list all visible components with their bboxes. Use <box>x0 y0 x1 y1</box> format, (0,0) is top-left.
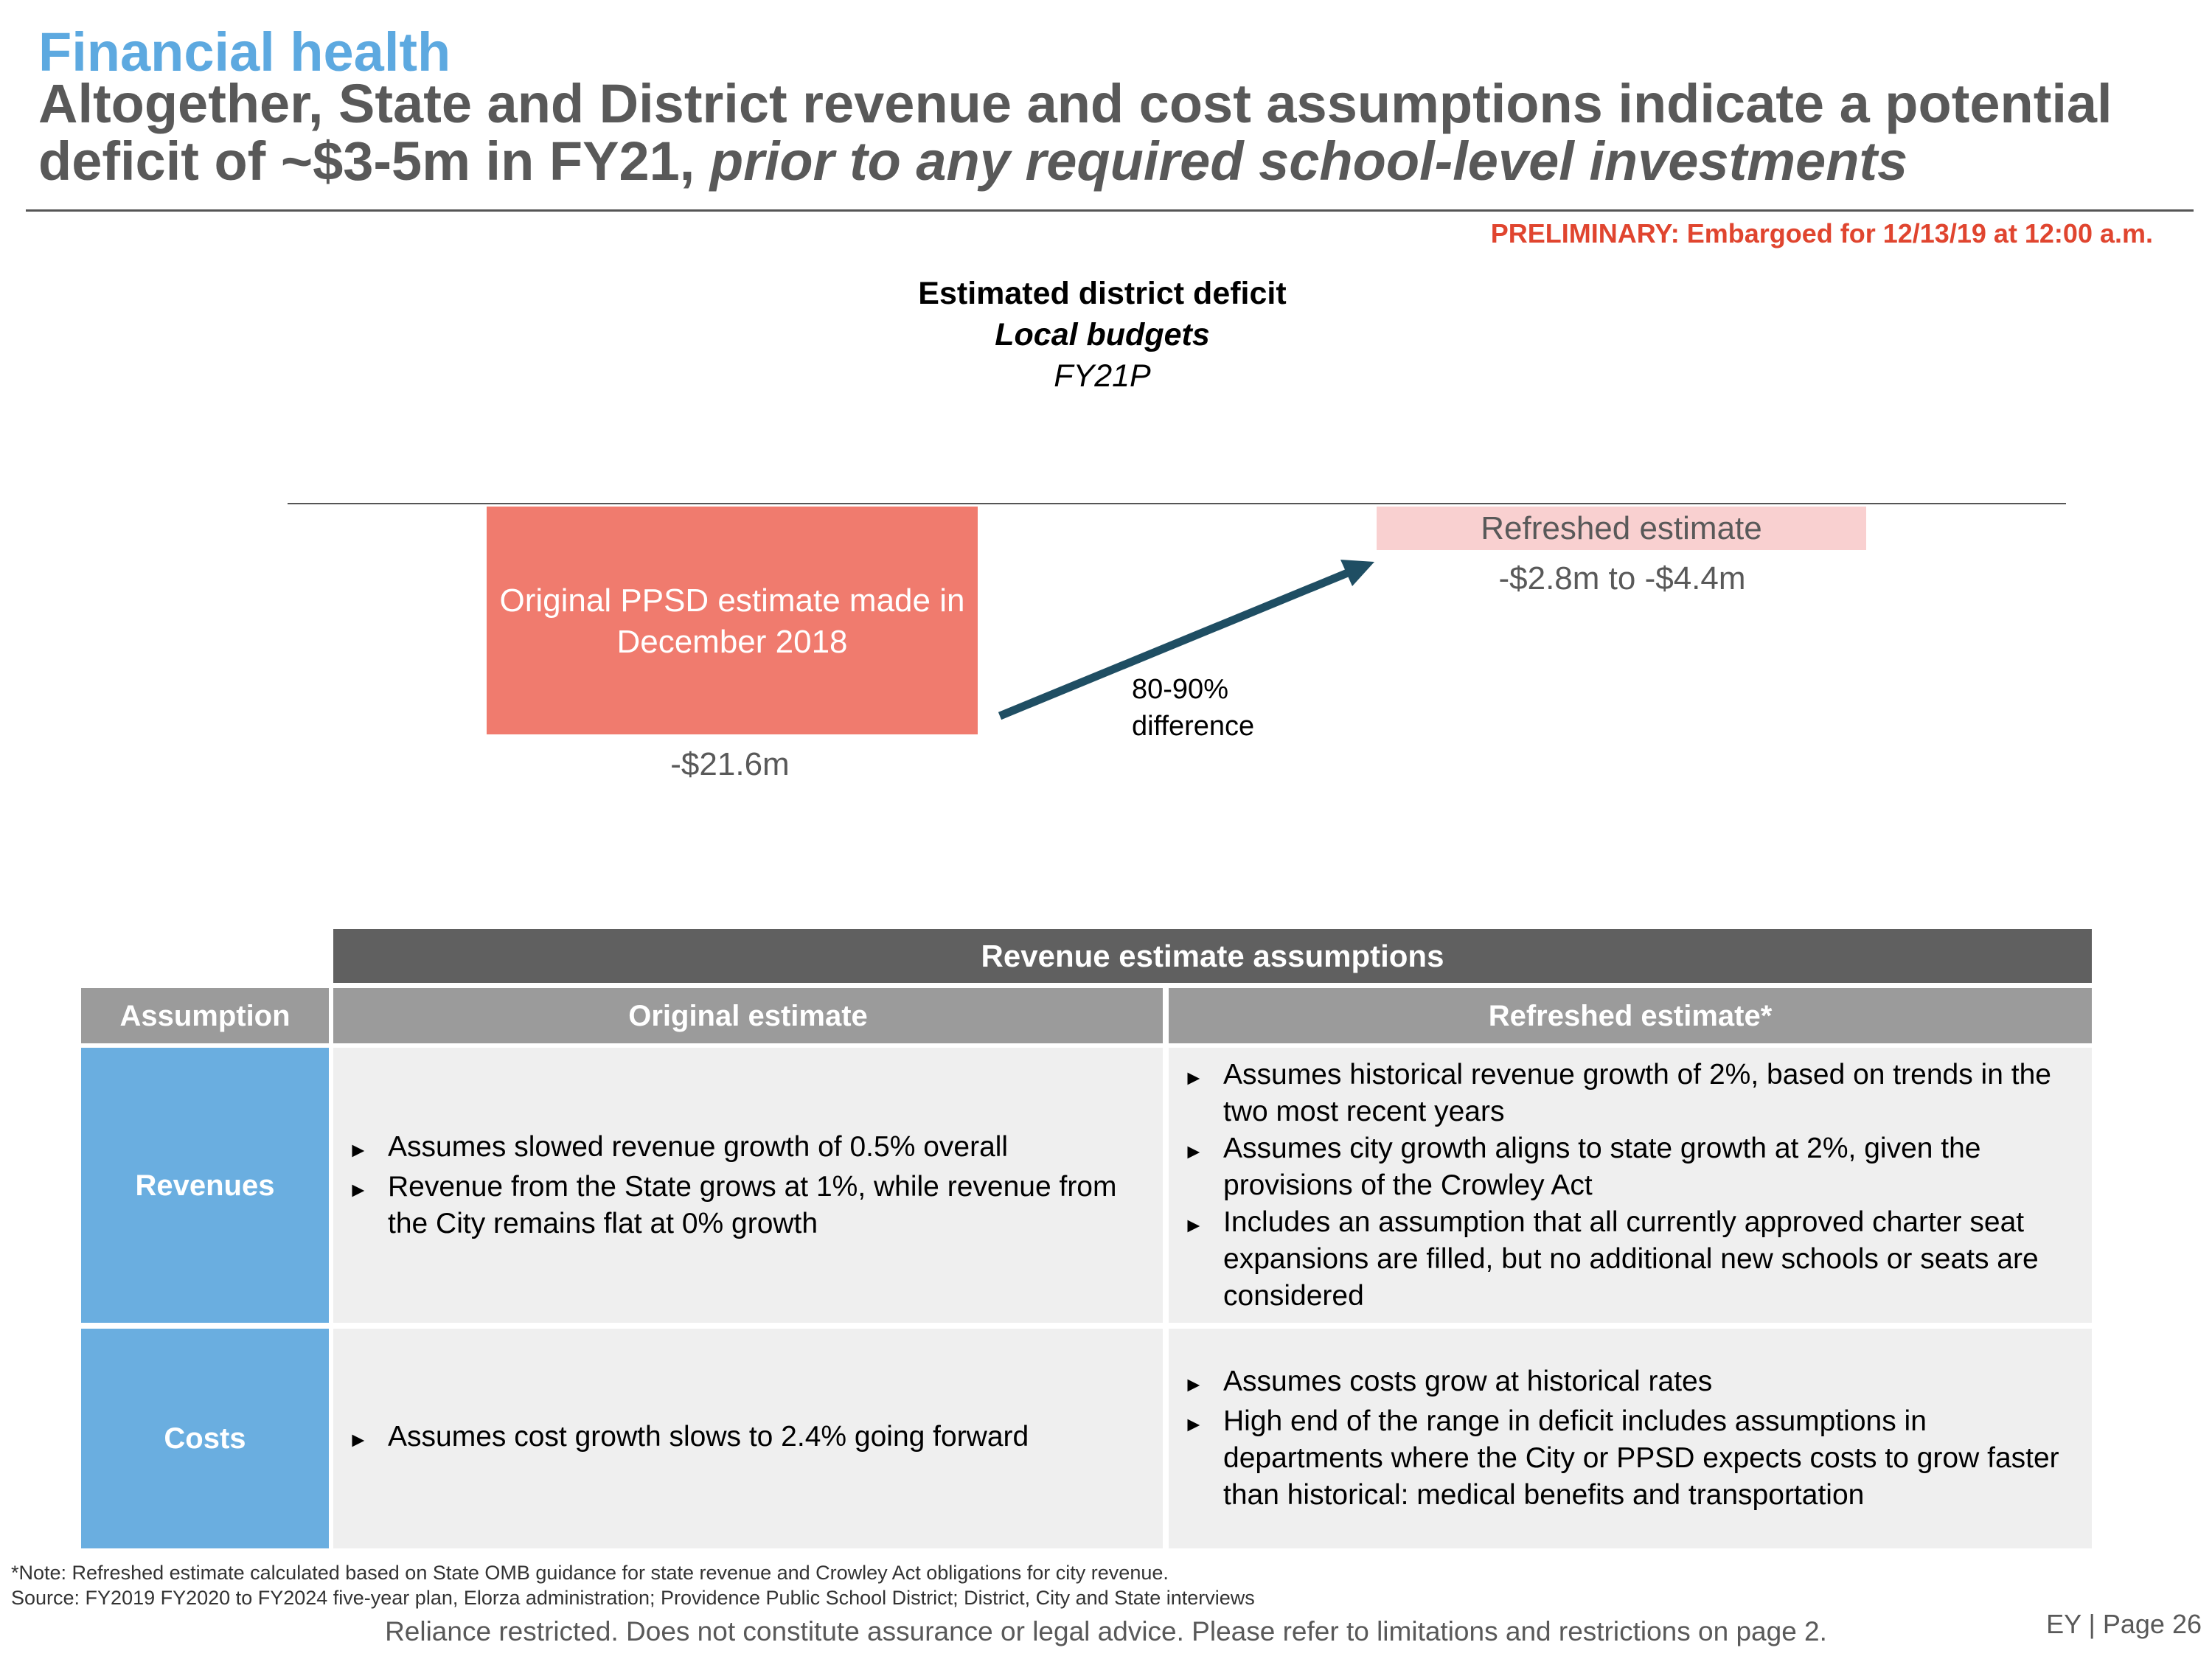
footnote: *Note: Refreshed estimate calculated bas… <box>11 1562 1169 1584</box>
bullet-icon: ► <box>1183 1139 1204 1163</box>
chart-title: Estimated district deficit <box>918 276 1287 311</box>
column-header-assumption: Assumption <box>81 988 329 1043</box>
disclaimer: Reliance restricted. Does not constitute… <box>385 1616 1827 1646</box>
bullet-icon: ► <box>1183 1413 1204 1436</box>
row-label-revenues: Revenues <box>81 1048 329 1323</box>
source-note: Source: FY2019 FY2020 to FY2024 five-yea… <box>11 1587 1255 1609</box>
arrow-icon <box>998 560 1374 720</box>
refreshed-estimate-bar: Refreshed estimate <box>1377 507 1866 550</box>
difference-percent: 80-90% <box>1132 674 1228 705</box>
bullet-icon: ► <box>1183 1213 1204 1237</box>
column-header-original: Original estimate <box>333 988 1163 1043</box>
page-title: Altogether, State and District revenue a… <box>38 75 2191 190</box>
list-item: ► High end of the range in deficit includ… <box>1183 1403 2077 1514</box>
row-label-costs: Costs <box>81 1329 329 1548</box>
costs-original-cell: ► Assumes cost growth slows to 2.4% going… <box>333 1329 1163 1548</box>
bullet-text: Includes an assumption that all currentl… <box>1223 1206 2039 1312</box>
bullet-icon: ► <box>1183 1065 1204 1089</box>
list-item: ► Includes an assumption that all current… <box>1183 1204 2077 1315</box>
preliminary-banner: PRELIMINARY: Embargoed for 12/13/19 at 1… <box>1490 218 2153 248</box>
bullet-icon: ► <box>348 1138 369 1161</box>
bullet-icon: ► <box>348 1178 369 1201</box>
original-estimate-value: -$21.6m <box>670 746 790 782</box>
costs-refreshed-cell: ► Assumes costs grow at historical rates … <box>1169 1329 2092 1548</box>
bullet-icon: ► <box>348 1428 369 1451</box>
list-item: ► Assumes costs grow at historical rates <box>1183 1363 2077 1403</box>
bullet-text: Assumes city growth aligns to state grow… <box>1223 1132 1981 1201</box>
page-number: EY | Page 26 <box>2046 1609 2202 1639</box>
title-divider <box>26 209 2194 212</box>
bullet-text: High end of the range in deficit include… <box>1223 1405 2059 1511</box>
revenues-original-cell: ► Assumes slowed revenue growth of 0.5% o… <box>333 1048 1163 1323</box>
difference-text: difference <box>1132 711 1255 742</box>
bullet-text: Assumes cost growth slows to 2.4% going … <box>388 1421 1029 1453</box>
bullet-text: Revenue from the State grows at 1%, whil… <box>388 1170 1117 1239</box>
chart-period: FY21P <box>1054 358 1151 394</box>
original-estimate-bar: Original PPSD estimate made in December … <box>487 507 978 734</box>
bullet-text: Assumes costs grow at historical rates <box>1223 1366 1713 1397</box>
list-item: ► Assumes historical revenue growth of 2%… <box>1183 1057 2077 1130</box>
column-header-refreshed: Refreshed estimate* <box>1169 988 2092 1043</box>
title-italic: prior to any required school-level inves… <box>709 131 1908 192</box>
title-plain: deficit of ~$3-5m in FY21, <box>38 131 710 192</box>
list-item: ► Assumes city growth aligns to state gro… <box>1183 1130 2077 1204</box>
difference-label: 80-90% difference <box>1132 671 1254 745</box>
chart-subtitle: Local budgets <box>995 317 1210 352</box>
section-kicker: Financial health <box>38 21 451 83</box>
revenues-refreshed-cell: ► Assumes historical revenue growth of 2%… <box>1169 1048 2092 1323</box>
list-item: ► Revenue from the State grows at 1%, whi… <box>348 1169 1148 1242</box>
table-group-header: Revenue estimate assumptions <box>333 929 2092 983</box>
bullet-text: Assumes slowed revenue growth of 0.5% ov… <box>388 1130 1009 1163</box>
bullet-icon: ► <box>1183 1373 1204 1396</box>
list-item: ► Assumes cost growth slows to 2.4% going… <box>348 1419 1148 1458</box>
chart-axis <box>288 503 2066 504</box>
title-line-1: Altogether, State and District revenue a… <box>38 73 2112 134</box>
list-item: ► Assumes slowed revenue growth of 0.5% o… <box>348 1129 1148 1169</box>
title-line-2: deficit of ~$3-5m in FY21, prior to any … <box>38 133 2191 190</box>
bullet-text: Assumes historical revenue growth of 2%,… <box>1223 1058 2051 1127</box>
refreshed-estimate-value: -$2.8m to -$4.4m <box>1498 560 1746 597</box>
